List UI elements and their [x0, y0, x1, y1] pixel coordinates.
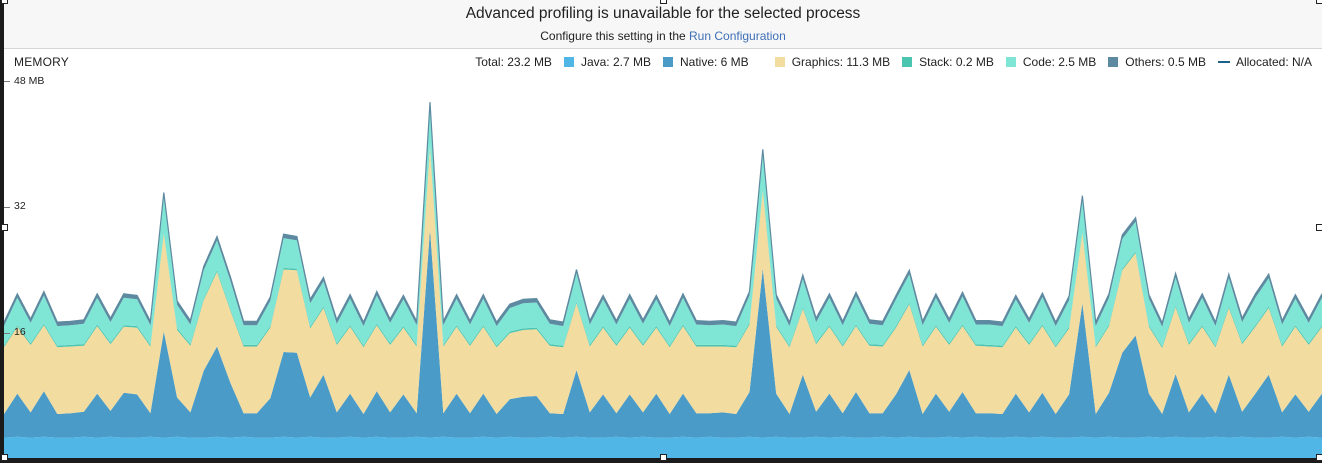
legend-total-label: Total: 23.2 MB	[475, 55, 552, 69]
banner-subtitle-text: Configure this setting in the	[540, 29, 690, 43]
area-total-outline	[4, 102, 1322, 325]
legend-graphics-label: Graphics: 11.3 MB	[791, 55, 891, 69]
legend-java-label: Java: 2.7 MB	[580, 55, 651, 69]
profiling-unavailable-banner: Advanced profiling is unavailable for th…	[4, 0, 1322, 49]
area-series-native	[4, 229, 1322, 438]
legend-graphics: Graphics: 11.3 MB	[774, 55, 891, 69]
resize-handle-top-right[interactable]	[1316, 0, 1322, 4]
stack-swatch-icon	[902, 57, 913, 67]
area-series-stack	[4, 145, 1322, 348]
y-axis-mid-label: 32	[14, 200, 26, 212]
legend-allocated: Allocated: N/A	[1217, 55, 1312, 69]
banner-title: Advanced profiling is unavailable for th…	[465, 5, 861, 22]
resize-handle-left[interactable]	[1, 224, 8, 231]
code-swatch-icon	[1005, 57, 1016, 67]
y-axis-tick-32	[4, 207, 10, 208]
legend-stack: Stack: 0.2 MB	[902, 55, 994, 69]
legend-code: Code: 2.5 MB	[1005, 55, 1097, 69]
legend-others-label: Others: 0.5 MB	[1125, 55, 1206, 69]
memory-stage-title: MEMORY	[14, 55, 69, 69]
legend-native: Native: 6 MB	[662, 55, 749, 69]
run-configuration-link[interactable]: Run Configuration	[689, 29, 786, 43]
allocated-dash-icon	[1217, 61, 1230, 63]
legend-others: Others: 0.5 MB	[1108, 55, 1206, 69]
area-series-others	[4, 102, 1322, 327]
legend-native-label: Native: 6 MB	[679, 55, 749, 69]
memory-legend: Total: 23.2 MB Java: 2.7 MB Native: 6 MB…	[475, 55, 1312, 69]
others-swatch-icon	[1108, 57, 1119, 67]
legend-allocated-label: Allocated: N/A	[1235, 55, 1312, 69]
resize-handle-top-left[interactable]	[1, 0, 8, 4]
y-axis-tick-16	[4, 333, 10, 334]
banner-subtitle: Configure this setting in the Run Config…	[4, 29, 1322, 43]
resize-handle-top[interactable]	[660, 0, 667, 4]
resize-handle-bottom-left[interactable]	[1, 454, 8, 461]
y-axis-max-label: 48 MB	[14, 75, 45, 87]
resize-handle-bottom-right[interactable]	[1316, 454, 1322, 461]
y-axis-low-label: 16	[14, 326, 26, 338]
memory-profiler-panel: Advanced profiling is unavailable for th…	[4, 0, 1322, 458]
graphics-swatch-icon	[774, 57, 785, 67]
area-series-code	[4, 106, 1322, 347]
legend-stack-label: Stack: 0.2 MB	[919, 55, 994, 69]
resize-handle-bottom[interactable]	[660, 454, 667, 461]
native-swatch-icon	[662, 57, 673, 67]
java-swatch-icon	[563, 57, 574, 67]
resize-handle-right[interactable]	[1316, 224, 1322, 231]
legend-java: Java: 2.7 MB	[563, 55, 651, 69]
legend-code-label: Code: 2.5 MB	[1022, 55, 1097, 69]
y-axis-tick-48	[4, 81, 10, 82]
legend-total: Total: 23.2 MB	[475, 55, 552, 69]
area-series-graphics	[4, 147, 1322, 414]
